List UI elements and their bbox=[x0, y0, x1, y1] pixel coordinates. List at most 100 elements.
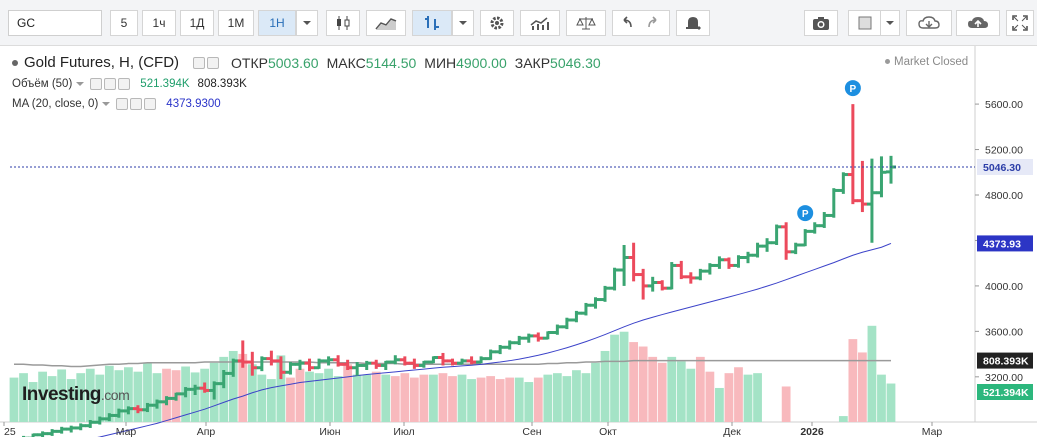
interval-1d-button[interactable]: 1Д bbox=[180, 10, 214, 36]
ohlc-bar bbox=[542, 331, 553, 340]
volume-bar bbox=[886, 383, 896, 422]
high-label: МАКС bbox=[326, 54, 366, 71]
visibility-icon[interactable] bbox=[193, 56, 206, 69]
volume-bar bbox=[219, 356, 229, 422]
volume-tools[interactable] bbox=[90, 78, 131, 90]
ohlc-bar bbox=[504, 340, 515, 350]
volume-indicator-label: Объём (50) bbox=[12, 78, 73, 90]
settings-icon[interactable] bbox=[130, 98, 143, 110]
screenshot-button[interactable] bbox=[804, 10, 838, 36]
fullscreen-button[interactable] bbox=[1006, 10, 1034, 36]
volume-bar bbox=[362, 374, 372, 422]
time-tick-label: Мар bbox=[116, 426, 137, 437]
volume-bar bbox=[629, 342, 639, 422]
chart-type-dropdown[interactable] bbox=[452, 10, 474, 36]
volume-bar bbox=[429, 374, 438, 422]
area-chart-button[interactable] bbox=[366, 10, 406, 36]
ohlc-bar bbox=[218, 370, 229, 389]
ma-value: 4373.9300 bbox=[166, 98, 221, 110]
interval-dropdown-button[interactable] bbox=[296, 10, 318, 36]
close-value: 5046.30 bbox=[550, 54, 601, 71]
visibility-icon[interactable] bbox=[90, 78, 103, 90]
event-marker-dot bbox=[844, 80, 861, 97]
volume-bar bbox=[724, 373, 734, 422]
event-marker-label: P bbox=[850, 84, 857, 95]
volume-avg-tag: 808.393K bbox=[977, 352, 1033, 369]
volume-bar bbox=[591, 362, 600, 422]
series-tools[interactable] bbox=[193, 56, 220, 69]
interval-5-button[interactable]: 5 bbox=[110, 10, 138, 36]
ohlc-bar bbox=[790, 242, 801, 255]
ohlc-bar bbox=[123, 406, 134, 415]
close-icon[interactable] bbox=[118, 78, 131, 90]
ohlc-bar bbox=[132, 405, 143, 414]
ma-tools[interactable] bbox=[116, 98, 157, 110]
ohlc-bar bbox=[838, 172, 849, 194]
logo-suffix: .com bbox=[100, 387, 130, 403]
interval-1w-button[interactable]: 1Н bbox=[258, 10, 296, 36]
ohlc-bar bbox=[447, 358, 458, 366]
settings-button[interactable] bbox=[480, 10, 514, 36]
ohlc-bar bbox=[333, 355, 344, 367]
ohlc-bar bbox=[533, 332, 544, 342]
volume-bar bbox=[238, 353, 248, 422]
bars-chart-button[interactable] bbox=[412, 10, 452, 36]
chevron-down-icon[interactable] bbox=[102, 102, 111, 106]
volume-bar bbox=[19, 373, 28, 422]
candles-chart-button[interactable] bbox=[326, 10, 360, 36]
ohlc-bar bbox=[876, 156, 887, 198]
color-dropdown[interactable] bbox=[880, 10, 900, 36]
color-picker-button[interactable] bbox=[848, 10, 882, 36]
ohlc-bar bbox=[685, 272, 696, 284]
volume-bar bbox=[753, 373, 762, 422]
ohlc-bar bbox=[171, 392, 182, 401]
ohlc-bar bbox=[619, 245, 630, 286]
interval-1m-button[interactable]: 1М bbox=[218, 10, 254, 36]
volume-bar bbox=[533, 377, 543, 422]
ohlc-bar bbox=[209, 381, 220, 400]
cloud-upload-button[interactable] bbox=[956, 10, 1000, 36]
compare-button[interactable] bbox=[566, 10, 606, 36]
cloud-download-button[interactable] bbox=[906, 10, 952, 36]
settings-icon[interactable] bbox=[207, 56, 220, 69]
volume-bar bbox=[143, 362, 152, 422]
interval-1h-button[interactable]: 1ч bbox=[142, 10, 176, 36]
volume-bar bbox=[734, 367, 743, 422]
investing-logo: Investing.com bbox=[22, 384, 130, 406]
volume-bar bbox=[152, 373, 162, 422]
time-tick-label: Окт bbox=[599, 426, 617, 437]
volume-bar bbox=[104, 365, 114, 422]
ohlc-bar bbox=[571, 310, 582, 323]
alert-button[interactable] bbox=[676, 10, 710, 36]
ohlc-bar bbox=[304, 358, 315, 372]
volume-bar bbox=[28, 382, 38, 422]
volume-last-tag-text: 521.394K bbox=[983, 387, 1029, 399]
volume-bar bbox=[352, 374, 362, 422]
ma-price-tag: 4373.93 bbox=[977, 235, 1033, 252]
time-tick-label: Июн bbox=[319, 426, 340, 437]
close-icon[interactable] bbox=[144, 98, 157, 110]
volume-bar bbox=[400, 373, 410, 422]
undo-redo-buttons[interactable] bbox=[612, 10, 670, 36]
volume-bar bbox=[715, 387, 724, 422]
indicators-button[interactable] bbox=[520, 10, 560, 36]
price-tick-label: 3600.00 bbox=[985, 326, 1023, 338]
ohlc-bar bbox=[647, 276, 658, 292]
ohlc-bar bbox=[418, 360, 429, 368]
time-tick-label: Дек bbox=[723, 426, 741, 437]
collapse-dot-icon[interactable] bbox=[12, 59, 18, 66]
visibility-icon[interactable] bbox=[116, 98, 129, 110]
color-swatch-icon bbox=[858, 16, 872, 30]
ohlc-bar bbox=[180, 387, 191, 398]
ohlc-bar bbox=[56, 426, 67, 434]
ohlc-bar bbox=[85, 420, 96, 428]
volume-bar bbox=[324, 368, 333, 422]
chevron-down-icon[interactable] bbox=[76, 82, 85, 86]
volume-bar bbox=[648, 356, 658, 422]
ohlc-bar bbox=[247, 351, 258, 376]
ohlc-bar bbox=[66, 425, 77, 433]
settings-icon[interactable] bbox=[104, 78, 117, 90]
symbol-input[interactable]: GC bbox=[8, 10, 102, 36]
volume-bar bbox=[858, 352, 867, 422]
